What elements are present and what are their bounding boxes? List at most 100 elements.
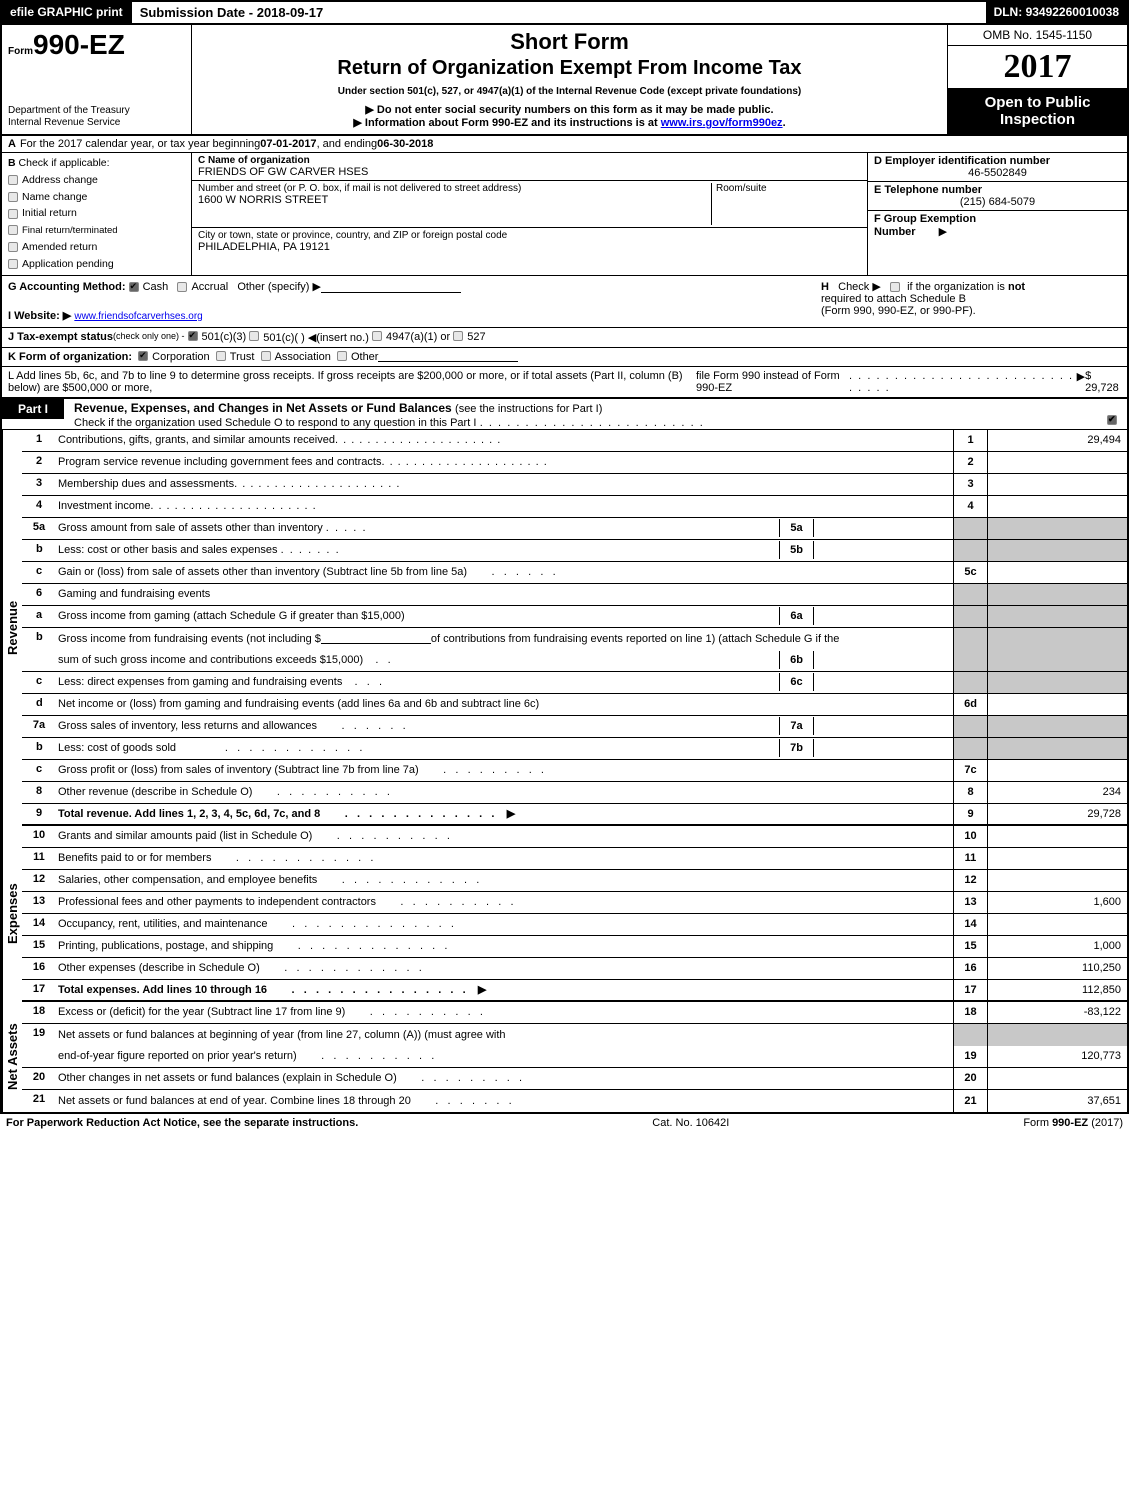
h-check-block: H Check ▶ if the organization is not req… bbox=[821, 280, 1121, 317]
line-15: 15 Printing, publications, postage, and … bbox=[22, 936, 1127, 958]
line-7a-val-grey bbox=[987, 716, 1127, 737]
part1-title-note: (see the instructions for Part I) bbox=[455, 403, 602, 415]
line-21: 21 Net assets or fund balances at end of… bbox=[22, 1090, 1127, 1112]
check-address-change[interactable] bbox=[8, 175, 18, 185]
line-14-no: 14 bbox=[22, 914, 56, 935]
line-19-desc2: end-of-year figure reported on prior yea… bbox=[56, 1046, 953, 1067]
c-room-suite: Room/suite bbox=[711, 183, 861, 225]
header-right: OMB No. 1545-1150 2017 Open to Public In… bbox=[947, 25, 1127, 134]
check-initial-return[interactable] bbox=[8, 209, 18, 219]
line-20-rno: 20 bbox=[953, 1068, 987, 1089]
footer-right-post: (2017) bbox=[1088, 1117, 1123, 1129]
line-21-val: 37,651 bbox=[987, 1090, 1127, 1112]
opt-501c3: 501(c)(3) bbox=[202, 331, 247, 344]
line-21-desc-text: Net assets or fund balances at end of ye… bbox=[58, 1095, 411, 1107]
notice-info-post: . bbox=[783, 117, 786, 129]
line-7a-box-no: 7a bbox=[779, 717, 813, 735]
opt-trust: Trust bbox=[230, 351, 255, 363]
line-4-val bbox=[987, 496, 1127, 517]
dots-icon bbox=[335, 434, 501, 446]
other-specify-fill[interactable] bbox=[321, 282, 461, 293]
dln-label: DLN: bbox=[994, 5, 1026, 19]
line-7b-val-grey bbox=[987, 738, 1127, 759]
line-6b-fill[interactable] bbox=[321, 633, 431, 644]
line-4: 4 Investment income 4 bbox=[22, 496, 1127, 518]
line-5a-desc-text: Gross amount from sale of assets other t… bbox=[58, 522, 323, 534]
line-7a-no: 7a bbox=[22, 716, 56, 737]
opt-final-return: Final return/terminated bbox=[22, 225, 118, 236]
check-4947[interactable] bbox=[372, 331, 382, 341]
i-website-link[interactable]: www.friendsofcarverhses.org bbox=[74, 311, 202, 322]
dln-value: 93492260010038 bbox=[1026, 5, 1119, 19]
check-527[interactable] bbox=[453, 331, 463, 341]
check-corp[interactable] bbox=[138, 351, 148, 361]
line-16-desc-text: Other expenses (describe in Schedule O) bbox=[58, 962, 260, 974]
line-12-no: 12 bbox=[22, 870, 56, 891]
dots-icon bbox=[234, 478, 400, 490]
line-8-no: 8 bbox=[22, 782, 56, 803]
line-11-no: 11 bbox=[22, 848, 56, 869]
line-18-val: -83,122 bbox=[987, 1002, 1127, 1023]
check-application-pending[interactable] bbox=[8, 259, 18, 269]
check-cash[interactable] bbox=[129, 282, 139, 292]
line-6-rno-grey bbox=[953, 584, 987, 605]
h-text3: required to attach Schedule B bbox=[821, 293, 966, 305]
line-5a-box-val bbox=[813, 519, 953, 537]
check-accrual[interactable] bbox=[177, 282, 187, 292]
line-19b-no bbox=[22, 1046, 56, 1067]
line-6c: c Less: direct expenses from gaming and … bbox=[22, 672, 1127, 694]
line-6c-desc-wrap: Less: direct expenses from gaming and fu… bbox=[56, 672, 953, 693]
line-6b2-no bbox=[22, 650, 56, 671]
check-501c[interactable] bbox=[249, 331, 259, 341]
line-10-val bbox=[987, 826, 1127, 847]
section-c-block: C Name of organization FRIENDS OF GW CAR… bbox=[192, 153, 867, 275]
line-7b-inner: 7b bbox=[779, 739, 953, 757]
line-6c-box-val bbox=[813, 673, 953, 691]
check-h[interactable] bbox=[890, 282, 900, 292]
check-schedule-o[interactable] bbox=[1107, 415, 1117, 425]
efile-print-button[interactable]: efile GRAPHIC print bbox=[2, 2, 131, 23]
line-3-desc: Membership dues and assessments bbox=[56, 474, 953, 495]
check-other-org[interactable] bbox=[337, 351, 347, 361]
line-6-desc: Gaming and fundraising events bbox=[56, 584, 953, 605]
line-3: 3 Membership dues and assessments 3 bbox=[22, 474, 1127, 496]
line-6b-box-no: 6b bbox=[779, 651, 813, 669]
line-9-rno: 9 bbox=[953, 804, 987, 824]
line-20: 20 Other changes in net assets or fund b… bbox=[22, 1068, 1127, 1090]
line-6a-inner: 6a bbox=[779, 607, 953, 625]
line-10-rno: 10 bbox=[953, 826, 987, 847]
line-15-desc-text: Printing, publications, postage, and shi… bbox=[58, 940, 273, 952]
line-9-desc-text: Total revenue. Add lines 1, 2, 3, 4, 5c,… bbox=[58, 808, 320, 820]
line-5a-val-grey bbox=[987, 518, 1127, 539]
k-row: K Form of organization: Corporation Trus… bbox=[0, 348, 1129, 367]
line-5b-box-val bbox=[813, 541, 953, 559]
line-7b-desc-text: Less: cost of goods sold bbox=[58, 742, 176, 754]
line-14-desc: Occupancy, rent, utilities, and maintena… bbox=[56, 914, 953, 935]
line-5c-val bbox=[987, 562, 1127, 583]
line-2-no: 2 bbox=[22, 452, 56, 473]
check-501c3[interactable] bbox=[188, 331, 198, 341]
c-name-label: C Name of organization bbox=[198, 155, 861, 166]
check-amended-return[interactable] bbox=[8, 242, 18, 252]
line-18: 18 Excess or (deficit) for the year (Sub… bbox=[22, 1002, 1127, 1024]
line-16-rno: 16 bbox=[953, 958, 987, 979]
check-name-change[interactable] bbox=[8, 192, 18, 202]
irs-link[interactable]: www.irs.gov/form990ez bbox=[661, 117, 783, 129]
line-14: 14 Occupancy, rent, utilities, and maint… bbox=[22, 914, 1127, 936]
line-5a-inner: 5a bbox=[779, 519, 953, 537]
omb-number: OMB No. 1545-1150 bbox=[948, 25, 1127, 46]
check-assoc[interactable] bbox=[261, 351, 271, 361]
check-final-return[interactable] bbox=[8, 225, 18, 235]
subtitle: Under section 501(c), 527, or 4947(a)(1)… bbox=[202, 86, 937, 97]
line-6c-inner: 6c bbox=[779, 673, 953, 691]
opt-assoc: Association bbox=[275, 351, 331, 363]
check-trust[interactable] bbox=[216, 351, 226, 361]
other-org-fill[interactable] bbox=[378, 351, 518, 362]
line-5a-desc: Gross amount from sale of assets other t… bbox=[56, 519, 779, 537]
line-6a-rno-grey bbox=[953, 606, 987, 627]
line-5c-rno: 5c bbox=[953, 562, 987, 583]
line-6b1-val-grey bbox=[987, 628, 1127, 650]
netassets-block: Net Assets 18 Excess or (deficit) for th… bbox=[0, 1002, 1129, 1114]
line-5c-desc: Gain or (loss) from sale of assets other… bbox=[56, 562, 953, 583]
line-6b-inner: 6b bbox=[779, 651, 953, 669]
